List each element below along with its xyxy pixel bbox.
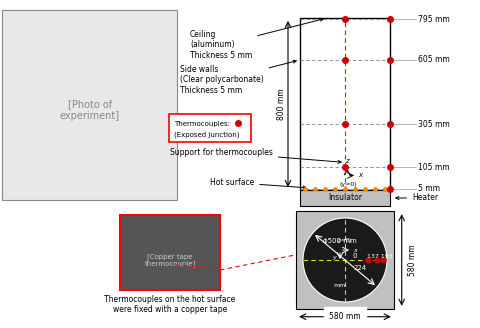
Text: 137 193: 137 193: [367, 254, 393, 258]
Text: Hot surface: Hot surface: [210, 178, 306, 189]
Text: [Copper tape
thermocouple]: [Copper tape thermocouple]: [144, 253, 196, 267]
Text: Side walls
(Clear polycarbonate)
Thickness 5 mm: Side walls (Clear polycarbonate) Thickne…: [180, 60, 296, 95]
Text: 800 mm: 800 mm: [277, 88, 287, 120]
Bar: [2, 10, 177, 200]
Text: (y=0): (y=0): [339, 182, 357, 187]
Text: Support for thermocouples: Support for thermocouples: [170, 148, 341, 163]
Text: (Exposed junction): (Exposed junction): [174, 132, 240, 138]
Text: 795 mm: 795 mm: [418, 14, 450, 24]
Circle shape: [303, 218, 387, 302]
Text: (z=0): (z=0): [336, 238, 351, 243]
Text: Thermocouples:: Thermocouples:: [174, 121, 232, 127]
Text: Heater: Heater: [396, 194, 438, 202]
Text: 605 mm: 605 mm: [418, 55, 450, 64]
FancyBboxPatch shape: [169, 114, 251, 142]
Bar: [120, 215, 220, 290]
Text: ɸ500 mm: ɸ500 mm: [323, 238, 357, 244]
Text: Insulator: Insulator: [328, 194, 362, 202]
Text: y: y: [332, 255, 336, 260]
Text: 105 mm: 105 mm: [418, 163, 450, 172]
Text: 305 mm: 305 mm: [418, 120, 450, 129]
Text: z: z: [345, 158, 349, 164]
Text: mm: mm: [334, 283, 346, 288]
Text: 5 mm: 5 mm: [418, 184, 440, 194]
Text: 0: 0: [353, 253, 357, 259]
Bar: [296, 211, 394, 309]
Text: Ceiling
(aluminum)
Thickness 5 mm: Ceiling (aluminum) Thickness 5 mm: [190, 18, 323, 60]
Text: Thermocouples on the hot surface
were fixed with a copper tape: Thermocouples on the hot surface were fi…: [104, 295, 236, 315]
Bar: [300, 190, 390, 206]
Text: x: x: [358, 173, 362, 178]
Text: x: x: [353, 248, 357, 253]
Text: 224: 224: [353, 265, 367, 271]
Text: 580 mm: 580 mm: [329, 312, 361, 321]
Text: 580 mm: 580 mm: [408, 244, 417, 276]
Text: [Photo of
experiment]: [Photo of experiment]: [60, 99, 120, 121]
